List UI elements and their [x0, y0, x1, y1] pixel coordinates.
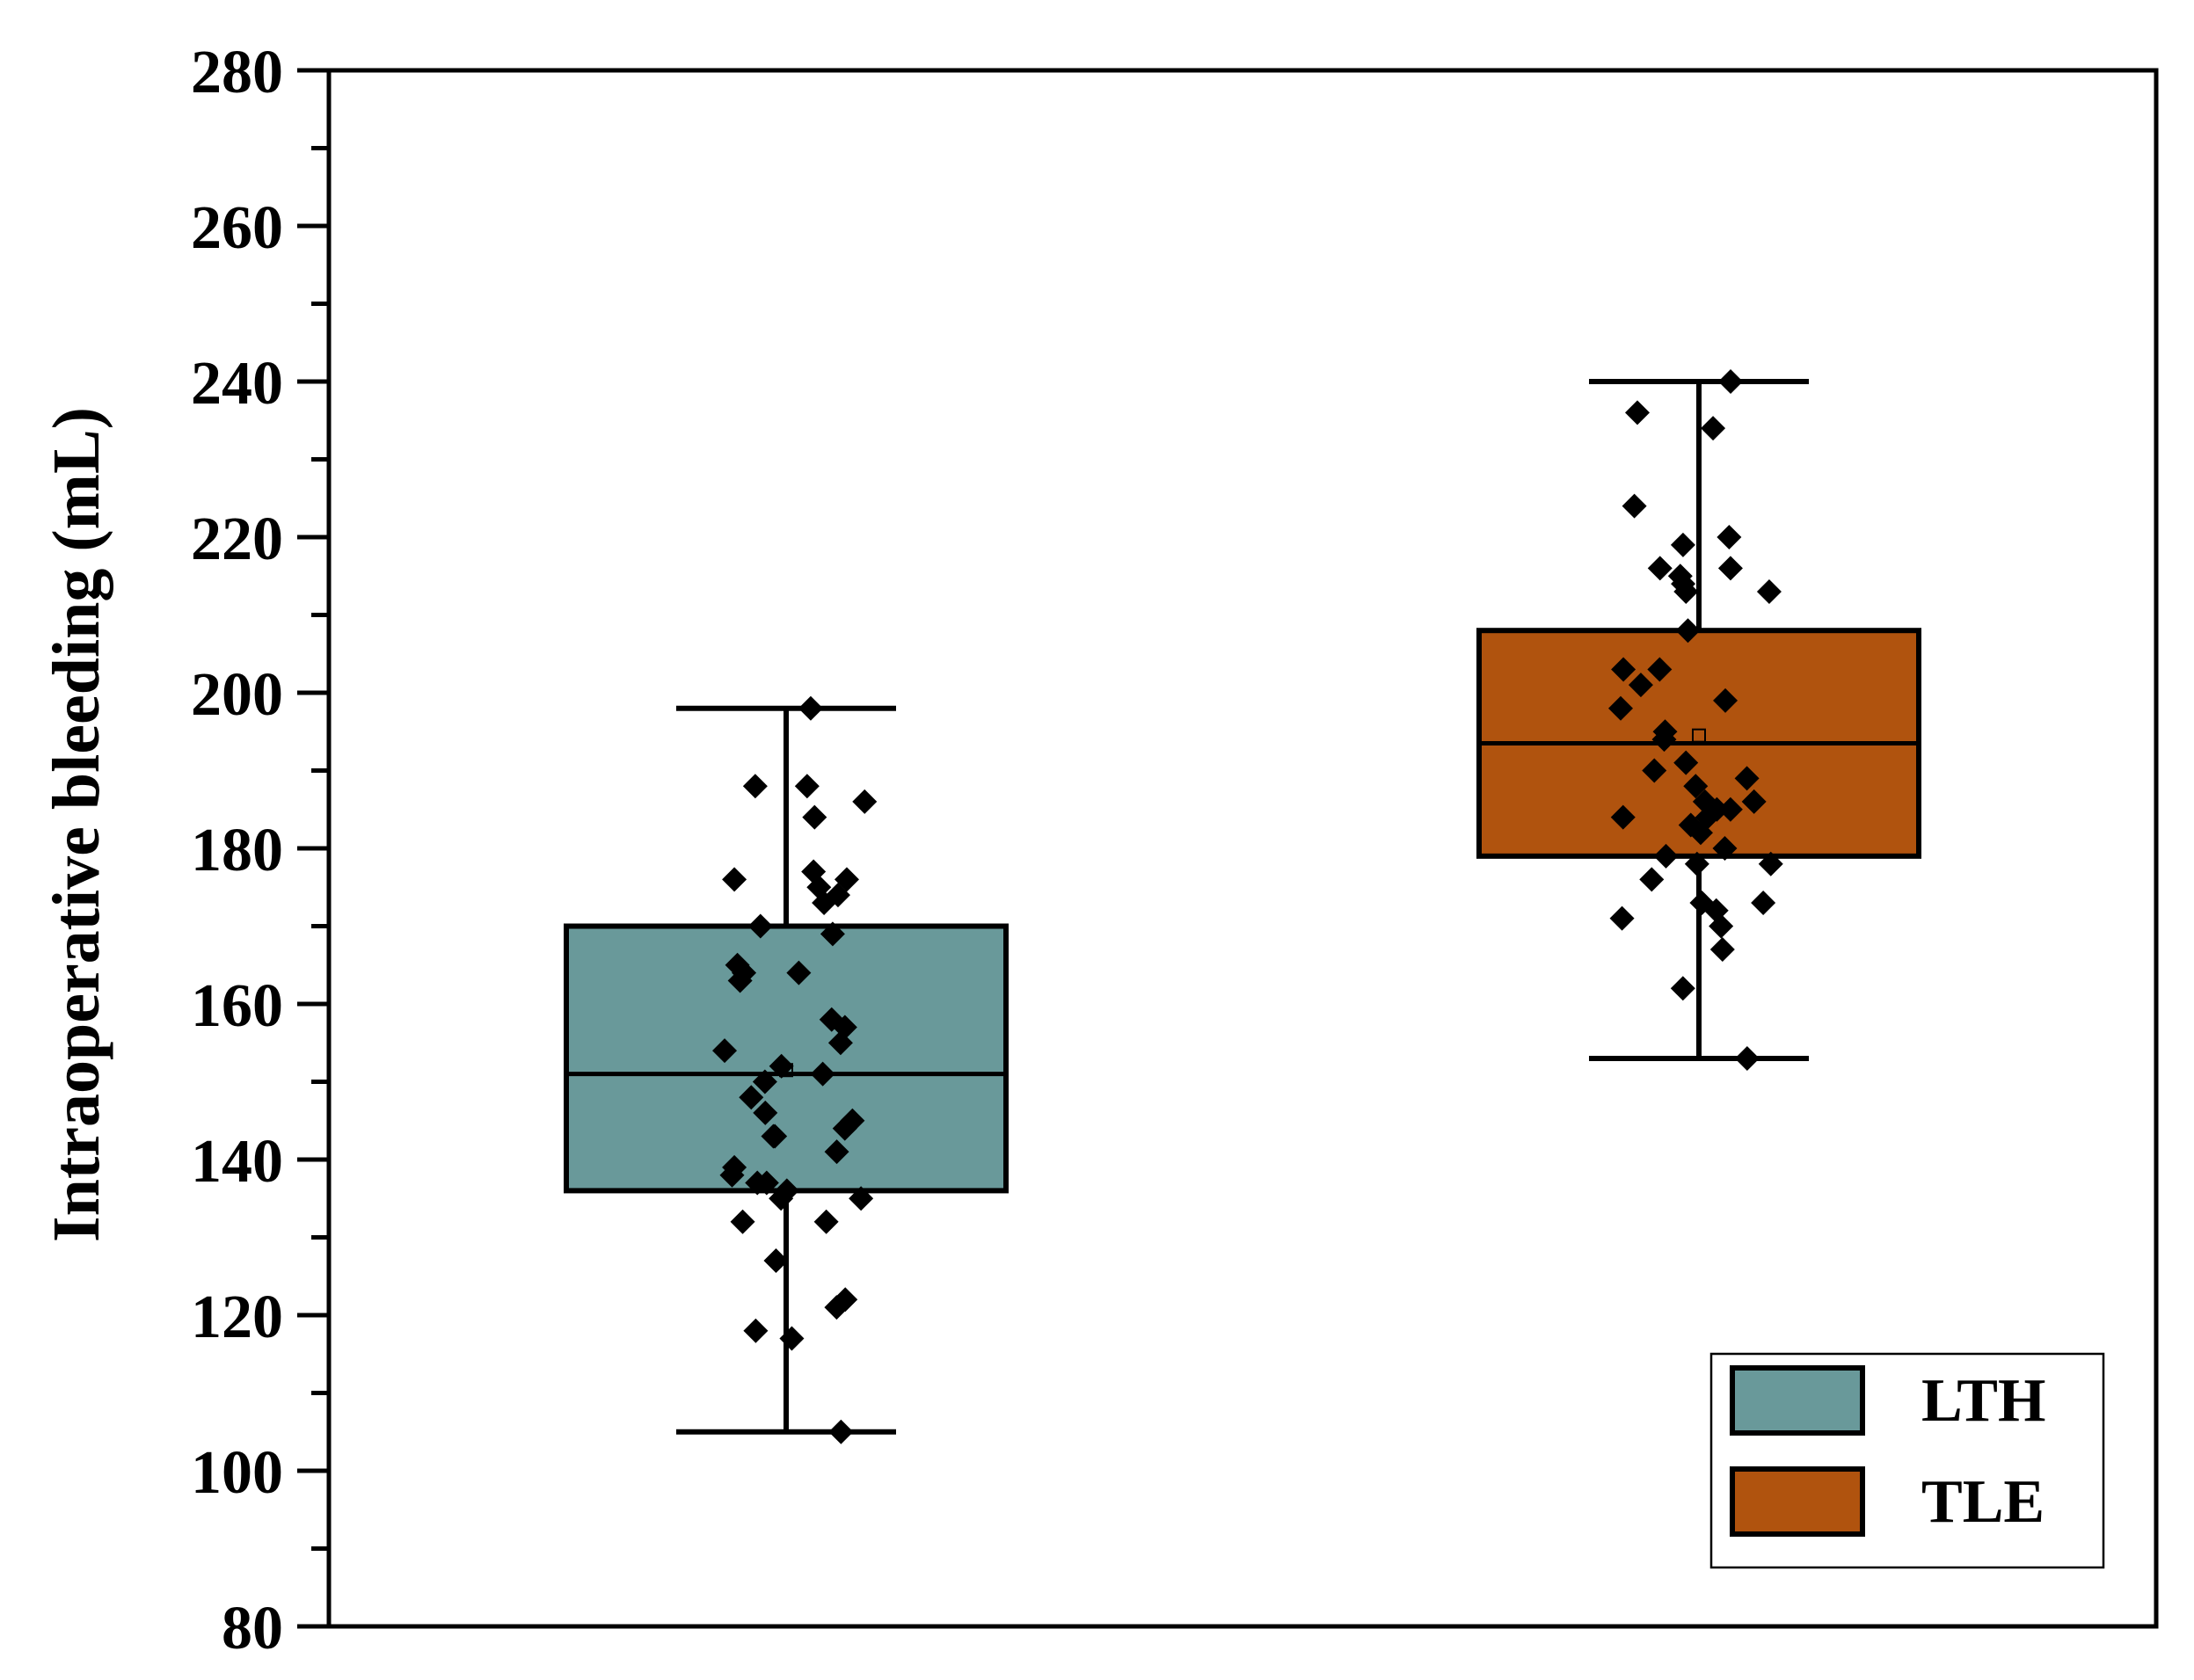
data-point-lth [820, 921, 845, 947]
data-point-tle [1675, 618, 1701, 644]
data-point-tle [1624, 400, 1650, 425]
data-point-lth [810, 1061, 835, 1087]
legend-label-tle: TLE [1921, 1468, 2045, 1536]
data-point-tle [1622, 493, 1647, 519]
data-point-lth [786, 960, 812, 985]
data-point-tle [1670, 976, 1695, 1001]
data-point-tle [1756, 578, 1782, 604]
data-point-tle [1709, 913, 1734, 939]
data-point-tle [1609, 905, 1635, 931]
data-point-lth [753, 1100, 778, 1125]
data-point-lth [852, 789, 878, 814]
box-layer [564, 379, 1921, 1435]
y-tick-label: 220 [191, 505, 283, 573]
data-point-tle [1647, 556, 1673, 581]
data-point-tle [1751, 890, 1776, 915]
data-point-lth [849, 1186, 874, 1211]
data-point-lth [742, 774, 768, 799]
data-point-lth [754, 1170, 779, 1196]
data-point-tle [1717, 796, 1743, 822]
box-lth [564, 923, 1009, 1194]
data-point-tle [1683, 774, 1709, 799]
data-point-tle [1670, 532, 1695, 557]
data-point-lth [832, 1116, 857, 1141]
data-point-lth [722, 867, 747, 892]
data-point-lth [824, 1295, 849, 1320]
y-axis: 80 100 120 140 160 180 200 220 240 260 280 [191, 39, 329, 1662]
y-tick-label: 140 [191, 1128, 283, 1196]
legend: LTH TLE [1709, 1352, 2105, 1569]
data-point-tle [1713, 687, 1738, 713]
y-tick-label: 160 [191, 972, 283, 1040]
y-tick-label: 180 [191, 817, 283, 884]
data-point-tle [1639, 867, 1665, 892]
data-point-lth [762, 1124, 788, 1149]
data-point-lth [794, 774, 820, 799]
data-point-lth [769, 1186, 794, 1211]
y-tick-label: 240 [191, 350, 283, 418]
y-tick-label: 80 [222, 1595, 283, 1662]
points-layer [712, 369, 1783, 1444]
data-point-lth [828, 1419, 854, 1444]
data-point-tle [1684, 851, 1709, 876]
data-point-tle [1734, 1045, 1760, 1071]
data-point-tle [1642, 758, 1667, 783]
data-point-tle [1712, 836, 1738, 861]
mean-marker [1692, 728, 1706, 743]
y-axis-label: Intraoperative bleeding (mL) [40, 407, 113, 1242]
y-tick-label: 260 [191, 194, 283, 262]
data-point-lth [813, 1209, 839, 1234]
data-point-lth [779, 1326, 805, 1351]
data-point-lth [712, 1038, 738, 1064]
data-point-lth [730, 1209, 755, 1234]
data-point-tle [1628, 673, 1653, 698]
data-point-tle [1673, 750, 1699, 775]
y-tick-label: 200 [191, 661, 283, 729]
data-point-lth [827, 1030, 853, 1056]
data-point-tle [1611, 657, 1636, 682]
legend-swatch-tle [1730, 1466, 1865, 1537]
data-point-lth [752, 1069, 777, 1095]
y-tick-label: 100 [191, 1439, 283, 1507]
data-point-tle [1741, 789, 1767, 814]
data-point-tle [1647, 657, 1673, 682]
data-point-tle [1610, 804, 1636, 830]
data-point-tle [1717, 556, 1743, 581]
y-tick-label: 120 [191, 1284, 283, 1351]
data-point-lth [802, 804, 827, 830]
data-point-tle [1709, 937, 1735, 963]
data-point-lth [769, 1053, 794, 1079]
data-point-tle [1734, 766, 1760, 791]
data-point-tle [1673, 578, 1699, 604]
data-point-lth [798, 695, 823, 721]
data-point-lth [812, 890, 837, 915]
data-point-tle [1717, 525, 1742, 549]
data-point-tle [1607, 695, 1633, 721]
data-point-lth [727, 968, 753, 993]
data-point-tle [1653, 843, 1679, 869]
data-point-lth [739, 1085, 764, 1110]
data-point-tle [1758, 851, 1783, 876]
data-point-tle [1651, 727, 1677, 753]
data-point-tle [1701, 416, 1726, 441]
data-point-lth [763, 1248, 789, 1274]
data-point-lth [719, 1162, 745, 1188]
data-point-tle [1718, 369, 1744, 394]
legend-swatch-lth [1730, 1365, 1865, 1436]
data-point-lth [743, 1318, 769, 1343]
data-point-lth [747, 913, 773, 939]
data-point-lth [824, 1139, 849, 1165]
legend-label-lth: LTH [1921, 1367, 2045, 1435]
y-tick-label: 280 [191, 39, 283, 106]
data-point-tle [1687, 820, 1713, 846]
